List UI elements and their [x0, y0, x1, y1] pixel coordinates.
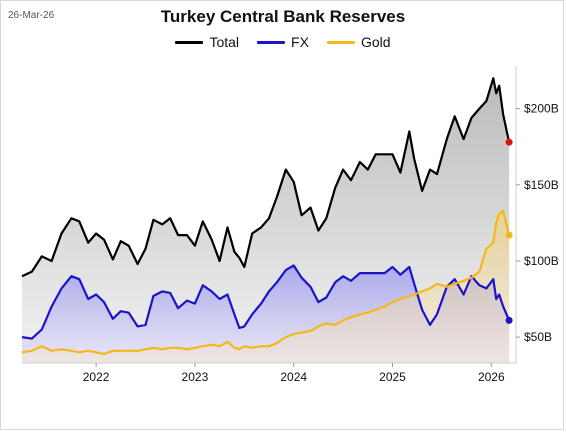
line-gold	[21, 209, 511, 355]
y-tick-label: $150B	[524, 178, 559, 192]
date-label: 26-Mar-26	[8, 10, 55, 21]
line-layer	[21, 77, 511, 355]
legend-item-total: Total	[175, 34, 239, 50]
endpoint-gold	[505, 231, 513, 239]
legend-label-total: Total	[209, 34, 240, 50]
x-tick-label: 2023	[182, 370, 209, 384]
legend-item-gold: Gold	[326, 34, 391, 50]
legend-swatch-total	[175, 40, 204, 44]
area-gold	[22, 210, 510, 363]
y-tick-label: $100B	[524, 254, 559, 268]
y-tick-label: $50B	[524, 330, 552, 344]
line-total	[21, 77, 511, 278]
x-tick-label: 2024	[280, 370, 307, 384]
legend-label-gold: Gold	[360, 34, 391, 50]
y-tick-label: $200B	[524, 102, 559, 116]
line-fx	[21, 264, 511, 340]
x-tick-label: 2022	[83, 370, 110, 384]
legend-swatch-gold	[326, 40, 355, 44]
legend-label-fx: FX	[291, 34, 309, 50]
x-tick-layer: 2022 2023 2024 2025 2026	[83, 363, 505, 384]
y-tick-layer: $50B $100B $150B $200B	[516, 102, 559, 344]
x-tick-label: 2026	[478, 370, 505, 384]
x-tick-label: 2025	[379, 370, 406, 384]
endpoint-fx	[505, 316, 513, 324]
legend-item-fx: FX	[257, 34, 309, 50]
legend-swatch-fx	[257, 40, 286, 44]
area-layer	[22, 78, 510, 363]
endpoint-total	[505, 138, 513, 146]
legend: Total FX Gold	[0, 34, 566, 50]
chart-title: Turkey Central Bank Reserves	[160, 7, 406, 26]
endpoint-layer	[505, 138, 513, 324]
